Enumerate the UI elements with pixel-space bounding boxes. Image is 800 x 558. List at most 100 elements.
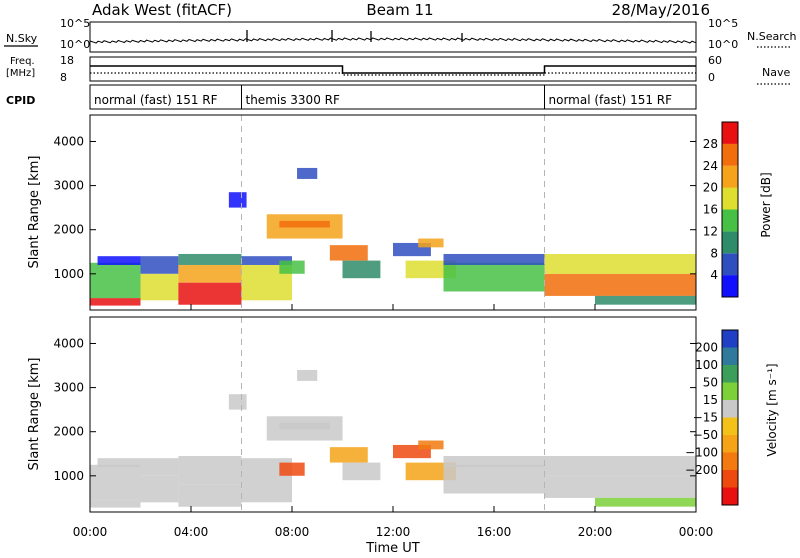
freq-panel-frame: [89, 56, 697, 82]
colorbar-step: [722, 470, 738, 488]
colorbar-tick-label: 24: [703, 159, 718, 173]
colorbar-step: [722, 187, 738, 210]
colorbar-tick-label: 12: [703, 224, 718, 238]
x-tick-label: 12:00: [376, 525, 411, 539]
velocity-echo-region: [241, 458, 292, 467]
velocity-echo-region: [279, 422, 330, 430]
velocity-echo-region: [443, 455, 545, 467]
velocity-echo-region: [228, 394, 247, 410]
colorbar-tick-label: 4: [710, 268, 718, 282]
colorbar-step: [722, 452, 738, 470]
colorbar-step: [722, 275, 738, 297]
colorbar-step: [722, 143, 738, 166]
power-echo-region: [595, 295, 696, 305]
freq-left-bottom-tick: 8: [60, 71, 67, 84]
power-echo-region: [90, 262, 141, 299]
power-echo-region: [178, 282, 242, 305]
noise-left-top-tick: 10^5: [60, 17, 90, 30]
time-axis: 00:00 04:00 08:00 12:00 16:00 20:00 00:00: [73, 304, 714, 539]
y-tick-label: 1000: [53, 267, 84, 281]
velocity-colorbar-label: Velocity [m s⁻¹]: [765, 363, 779, 456]
power-echo-region: [544, 273, 696, 296]
power-echo-region: [297, 167, 318, 179]
cpid-segments: normal (fast) 151 RF themis 3300 RF normal…: [94, 85, 672, 109]
freq-label-line2: [MHz]: [6, 68, 35, 79]
power-echo-region: [228, 192, 247, 208]
power-echo-region: [329, 245, 368, 261]
x-tick-label: 04:00: [174, 525, 209, 539]
colorbar-step: [722, 330, 738, 348]
power-echo-region: [90, 298, 141, 306]
velocity-echo-region: [97, 458, 141, 467]
velocity-echo-region: [544, 455, 696, 476]
y-tick-label: 3000: [53, 381, 84, 395]
y-tick-label: 1000: [53, 469, 84, 483]
power-echo-region: [544, 253, 696, 274]
velocity-colorbar: 200 100 50 15 −15 −50 −100 −200: [685, 329, 739, 506]
velocity-echo-region: [140, 475, 179, 503]
velocity-echo-region: [90, 464, 141, 501]
cpid-label: CPID: [6, 94, 35, 107]
cpid-segment-label: normal (fast) 151 RF: [94, 93, 218, 107]
colorbar-tick-label: 15: [703, 393, 718, 407]
colorbar-tick-label: 100: [695, 358, 718, 372]
velocity-echo-region: [279, 462, 305, 476]
colorbar-step: [722, 347, 738, 365]
power-echo-region: [443, 262, 545, 292]
velocity-data: [90, 369, 696, 508]
colorbar-step: [722, 209, 738, 232]
noise-right-top-tick: 10^5: [708, 17, 738, 30]
velocity-echo-region: [178, 455, 242, 467]
x-tick-label: 00:00: [73, 525, 108, 539]
colorbar-step: [722, 435, 738, 453]
colorbar-step: [722, 165, 738, 188]
colorbar-step: [722, 122, 738, 144]
freq-label-line1: Freq.: [10, 56, 35, 67]
power-colorbar: 4 8 12 16 20 24 28: [703, 121, 739, 298]
beam-title: Beam 11: [366, 1, 433, 19]
power-echo-region: [140, 256, 179, 274]
freq-right-top-tick: 60: [708, 54, 722, 67]
power-echo-region: [241, 256, 292, 265]
velocity-ylabel: Slant Range [km]: [27, 358, 42, 471]
velocity-echo-region: [443, 464, 545, 494]
colorbar-tick-label: 20: [703, 181, 718, 195]
velocity-echo-region: [544, 475, 696, 498]
colorbar-step: [722, 417, 738, 435]
velocity-echo-region: [90, 500, 141, 508]
power-echo-region: [342, 260, 381, 279]
colorbar-tick-label: −100: [685, 446, 718, 460]
power-echo-region: [418, 238, 444, 248]
nsky-label: N.Sky: [6, 32, 38, 45]
velocity-echo-region: [595, 497, 696, 507]
noise-trace: [89, 30, 697, 44]
y-tick-label: 4000: [53, 134, 84, 148]
power-y-axis: 1000 2000 3000 4000: [53, 134, 696, 281]
y-tick-label: 4000: [53, 336, 84, 350]
x-tick-label: 00:00: [679, 525, 714, 539]
date-title: 28/May/2016: [612, 1, 710, 19]
freq-left-top-tick: 18: [60, 54, 74, 67]
colorbar-tick-label: −200: [685, 463, 718, 477]
nave-line: [90, 72, 696, 76]
colorbar-tick-label: 50: [703, 376, 718, 390]
time-axis-label: Time UT: [365, 541, 419, 554]
power-echo-region: [97, 256, 141, 265]
station-title: Adak West (fitACF): [92, 1, 232, 19]
noise-panel-frame: [89, 21, 697, 53]
colorbar-step: [722, 487, 738, 505]
power-echo-region: [443, 253, 545, 265]
power-echo-region: [279, 220, 330, 228]
cpid-segment-label: themis 3300 RF: [246, 93, 340, 107]
velocity-echo-region: [140, 458, 179, 476]
colorbar-frame: [721, 121, 739, 298]
colorbar-tick-label: −15: [693, 411, 718, 425]
x-tick-label: 08:00: [275, 525, 310, 539]
cpid-panel-frame: [89, 84, 697, 110]
freq-trace: [90, 65, 696, 76]
x-tick-label: 16:00: [477, 525, 512, 539]
x-tick-label: 20:00: [578, 525, 613, 539]
velocity-echo-region: [418, 440, 444, 450]
power-echo-region: [140, 273, 179, 301]
